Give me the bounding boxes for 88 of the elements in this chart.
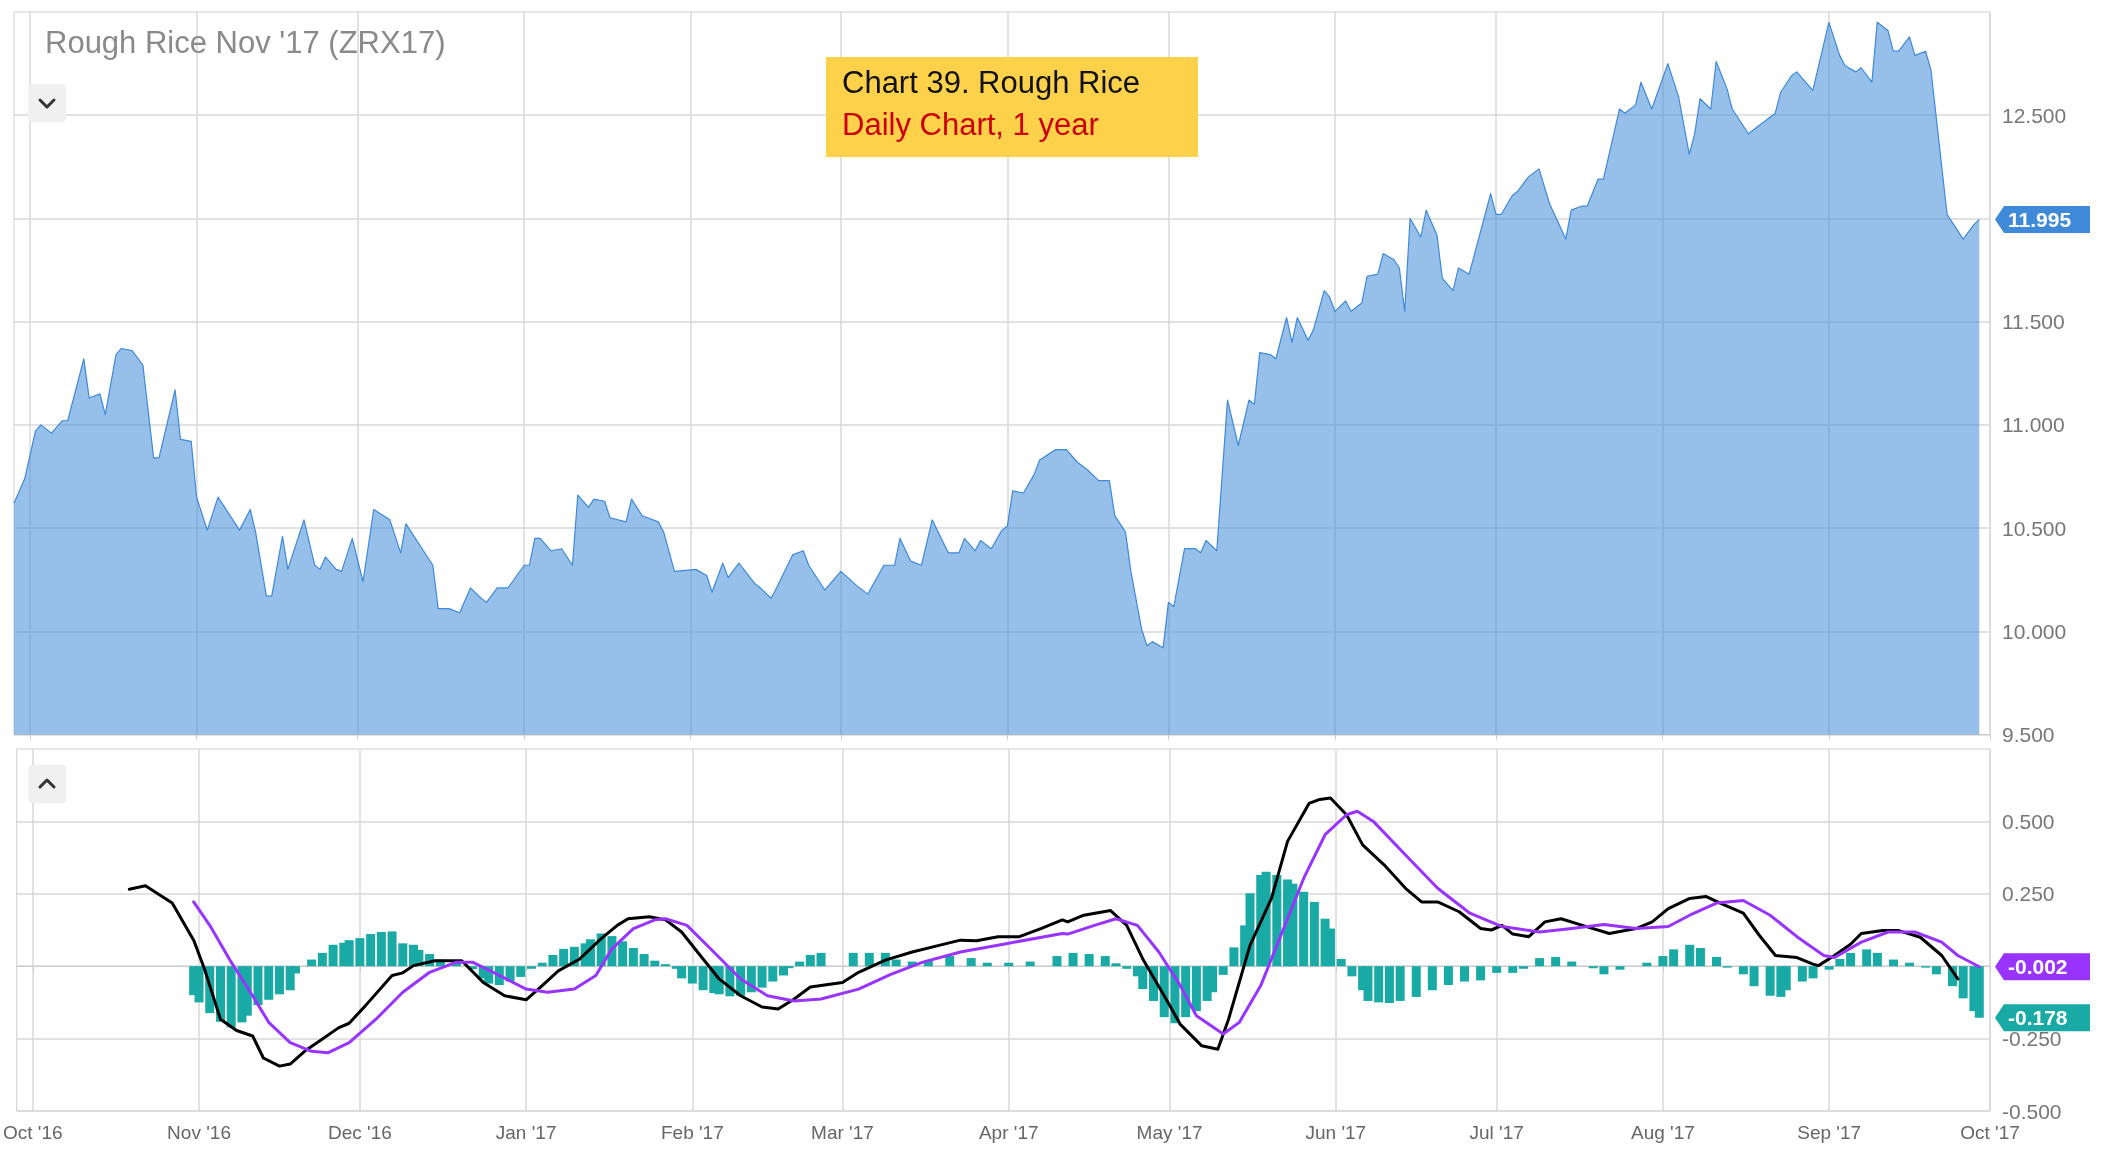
bar (526, 966, 536, 969)
bar (1218, 966, 1228, 975)
y-tick-label: 12.500 (2002, 103, 2067, 127)
bar (1084, 954, 1094, 967)
x-tick-label: Apr '17 (978, 1122, 1039, 1143)
x-tick-label: Nov '16 (167, 1122, 231, 1143)
bar (1615, 966, 1625, 970)
bar (274, 966, 284, 995)
bar (1846, 952, 1856, 967)
bar (366, 934, 376, 967)
bar (1427, 966, 1437, 991)
y-tick-label: -0.500 (2002, 1099, 2062, 1123)
bar (1712, 956, 1722, 967)
bar (1460, 966, 1469, 982)
x-tick-label: Oct '16 (2, 1122, 63, 1143)
bar (1749, 966, 1759, 987)
x-tick-label: Sep '17 (1797, 1122, 1862, 1143)
bar (376, 932, 386, 967)
y-tick-label: 11.500 (2002, 310, 2065, 334)
y-tick-label: 9.500 (2002, 723, 2055, 746)
bar (687, 966, 697, 984)
bar (966, 958, 976, 967)
bar (945, 956, 955, 967)
bar (891, 959, 901, 967)
bar (307, 959, 317, 967)
bar (1411, 966, 1421, 997)
bar (816, 952, 826, 967)
bar (559, 948, 569, 967)
bar (1122, 966, 1132, 969)
bar (1443, 966, 1453, 986)
x-tick-label: Jan '17 (495, 1122, 557, 1143)
bar (628, 947, 638, 967)
bar (1309, 901, 1319, 967)
y-tick-label: 0.500 (2002, 809, 2055, 833)
bar (1336, 958, 1346, 967)
x-tick-label: May '17 (1136, 1122, 1203, 1143)
annotation: 11.995 (2008, 207, 2072, 231)
bar (1229, 947, 1239, 967)
x-tick-label: Jul '17 (1469, 1122, 1524, 1143)
bar (1299, 891, 1309, 967)
bar (1931, 966, 1941, 975)
bar (1535, 958, 1545, 967)
y-tick-label: -0.250 (2002, 1027, 2062, 1051)
bar (848, 952, 858, 967)
x-tick-label: Dec '16 (327, 1122, 392, 1143)
annotation: Daily Chart, 1 year (842, 107, 1099, 142)
bar (1374, 966, 1384, 1003)
annotation: -0.178 (2008, 1006, 2068, 1030)
bar (661, 964, 671, 967)
bar (1518, 966, 1528, 969)
chart-title: Rough Rice Nov '17 (ZRX17) (45, 25, 446, 60)
bar (1395, 966, 1405, 1001)
bar (1738, 966, 1748, 975)
bar (1862, 949, 1872, 967)
x-tick-label: Feb '17 (660, 1122, 724, 1143)
y-tick-label: 10.500 (2002, 516, 2067, 540)
y-tick-label: 10.000 (2002, 619, 2067, 643)
bar (864, 952, 874, 967)
bar (1835, 958, 1845, 967)
x-tick-label: Mar '17 (811, 1122, 874, 1143)
annotation: -0.002 (2008, 955, 2068, 979)
bar (1669, 949, 1679, 967)
bar (1658, 956, 1668, 967)
bar (1191, 966, 1201, 1012)
bar (1052, 956, 1062, 967)
bar (1695, 947, 1705, 967)
bar (1824, 966, 1834, 970)
bar (1068, 952, 1078, 967)
bar (1492, 966, 1502, 973)
bar (1872, 952, 1882, 967)
bar (1508, 966, 1518, 973)
x-tick-label: Oct '17 (1960, 1122, 2020, 1143)
y-tick-label: 0.250 (2002, 882, 2055, 906)
bar (1808, 966, 1818, 979)
bar (805, 954, 815, 967)
bar (1685, 944, 1695, 967)
bar (1347, 966, 1357, 977)
annotation: Chart 39. Rough Rice (842, 65, 1141, 100)
y-tick-label: 11.000 (2002, 413, 2065, 437)
bar (317, 952, 327, 967)
x-tick-label: Jun '17 (1305, 1122, 1367, 1143)
bar (1797, 966, 1807, 982)
bar (1551, 956, 1561, 967)
bar (1384, 966, 1394, 1003)
bar (1888, 959, 1898, 967)
bar (1476, 966, 1486, 981)
bar (618, 941, 628, 967)
x-tick-label: Aug '17 (1630, 1122, 1695, 1143)
